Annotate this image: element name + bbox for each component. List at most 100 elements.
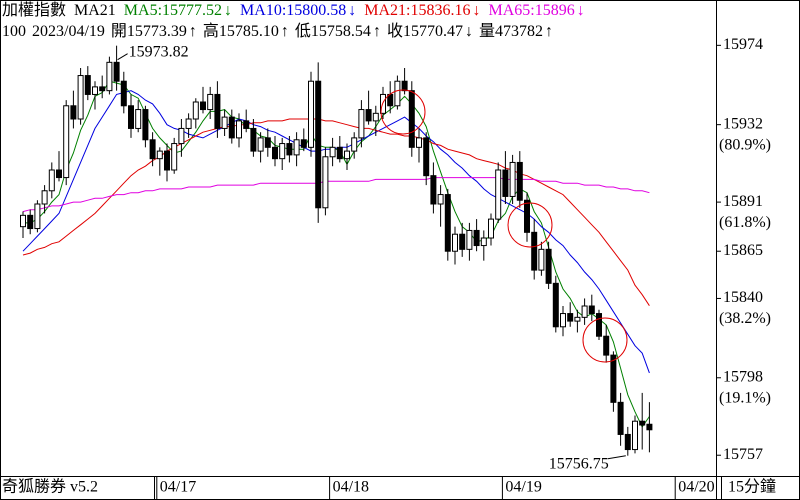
candle-body	[372, 112, 379, 122]
candle-body	[560, 313, 566, 328]
ma-line	[22, 118, 650, 306]
candle-body	[531, 231, 538, 271]
candle-body	[214, 93, 221, 129]
candle-body	[567, 313, 574, 322]
candle-body	[358, 109, 365, 139]
candle-body	[574, 316, 581, 322]
candle-body	[236, 120, 242, 139]
time-axis: 奇狐勝券 v5.2 15分鐘 04/17 04/18 04/19 04/20	[0, 477, 800, 500]
y-tick-label: 15932	[723, 115, 763, 132]
candle-body	[164, 150, 170, 171]
candle-body	[156, 150, 163, 160]
quote-line: 100 2023/04/19 開15773.39 ↑ 高15785.10 ↑ 低15758.…	[2, 22, 553, 40]
candle-body	[344, 150, 350, 160]
candle-body	[84, 75, 91, 95]
candle-body	[207, 93, 214, 111]
trend-arrow: ↓	[348, 2, 356, 19]
x-tick-label: 04/19	[505, 479, 541, 496]
candle-body	[588, 305, 595, 315]
candle-body	[185, 118, 192, 129]
quote-item: 量473782	[479, 23, 543, 40]
quote-item: 2023/04/19	[32, 23, 105, 40]
candle-body	[308, 80, 314, 148]
candle-body	[394, 80, 401, 107]
leader-line	[607, 455, 626, 460]
candle-body	[113, 61, 120, 82]
legend-entry: MA65:15896	[489, 2, 575, 19]
candle-body	[92, 86, 98, 95]
fib-label: (19.1%)	[719, 389, 771, 406]
candle-body	[315, 80, 322, 209]
candle-body	[264, 137, 271, 148]
candle-body	[423, 137, 430, 177]
x-tick-label: 04/17	[160, 479, 196, 496]
period-label: 15分鐘	[728, 478, 776, 496]
y-tick-label: 15840	[723, 289, 763, 306]
candle-body	[192, 101, 199, 120]
candle-body	[128, 105, 134, 129]
candle-body	[106, 61, 113, 92]
legend-entry: MA10:15800.58	[240, 2, 346, 19]
candle-body	[286, 143, 293, 156]
candle-body	[610, 354, 617, 403]
candle-body	[149, 139, 156, 160]
candle-body	[48, 169, 55, 192]
candle-body	[444, 194, 451, 252]
legend-entry: MA21:15836.16	[364, 2, 470, 19]
quote-item: 收15770.47	[387, 22, 463, 40]
indicator: MA21	[74, 2, 116, 19]
fib-label: (38.2%)	[719, 310, 771, 327]
legend-entry: MA5:15777.52	[124, 2, 222, 19]
ma-lines	[22, 80, 650, 428]
candle-body	[617, 401, 624, 435]
candle-body	[452, 233, 458, 252]
candle-body	[20, 214, 26, 228]
candle-body	[70, 105, 77, 120]
fib-label: (61.8%)	[719, 214, 771, 231]
candle-body	[34, 203, 41, 230]
price-axis: 15974 15932 (80.9%) 15891 (61.8%) 15865 15840 (…	[717, 0, 800, 476]
candle-body	[495, 169, 502, 220]
quote-item: ↓	[465, 23, 473, 40]
candle-body	[171, 143, 178, 171]
candle-body	[99, 86, 106, 92]
candle-body	[293, 139, 300, 156]
candle-body	[516, 161, 523, 201]
candle-body	[437, 194, 444, 205]
high-label: 15973.82	[129, 43, 189, 60]
quote-item: 開15773.39	[111, 23, 187, 40]
candle-body	[257, 137, 264, 152]
header: 加權指數 MA21 MA5:15777.52 ↓ MA10:15800.58 ↓ MA21:…	[2, 1, 585, 40]
candle-body	[646, 423, 653, 431]
candle-body	[221, 116, 228, 129]
candle-body	[77, 75, 84, 120]
candle-body	[27, 214, 34, 230]
quote-item: 低15758.54	[295, 22, 371, 40]
x-tick-label: 04/18	[333, 479, 369, 496]
quote-item: 100	[2, 23, 26, 40]
candle-body	[639, 420, 646, 426]
candle-body	[142, 109, 149, 141]
trend-arrow: ↓	[577, 2, 585, 19]
candle-body	[502, 169, 509, 197]
y-tick-label: 15757	[723, 446, 763, 463]
candle-body	[473, 229, 480, 247]
candle-body	[243, 120, 250, 129]
candle-body	[401, 80, 408, 92]
fib-label: (80.9%)	[719, 136, 771, 153]
ma-line	[22, 90, 650, 374]
candle-body	[322, 156, 329, 209]
trend-arrow: ↓	[224, 2, 232, 19]
candle-body	[624, 433, 631, 451]
y-tick-label: 15891	[723, 193, 763, 210]
highlight-circle	[582, 317, 628, 363]
quote-item: ↑	[373, 23, 381, 40]
candle-body	[545, 248, 552, 284]
y-tick-label: 15865	[723, 242, 763, 259]
candle-body	[603, 335, 610, 356]
candle-body	[538, 248, 545, 271]
y-tick-label: 15798	[723, 368, 763, 385]
header-line: 加權指數 MA21 MA5:15777.52 ↓ MA10:15800.58 ↓ MA21:…	[2, 1, 585, 19]
